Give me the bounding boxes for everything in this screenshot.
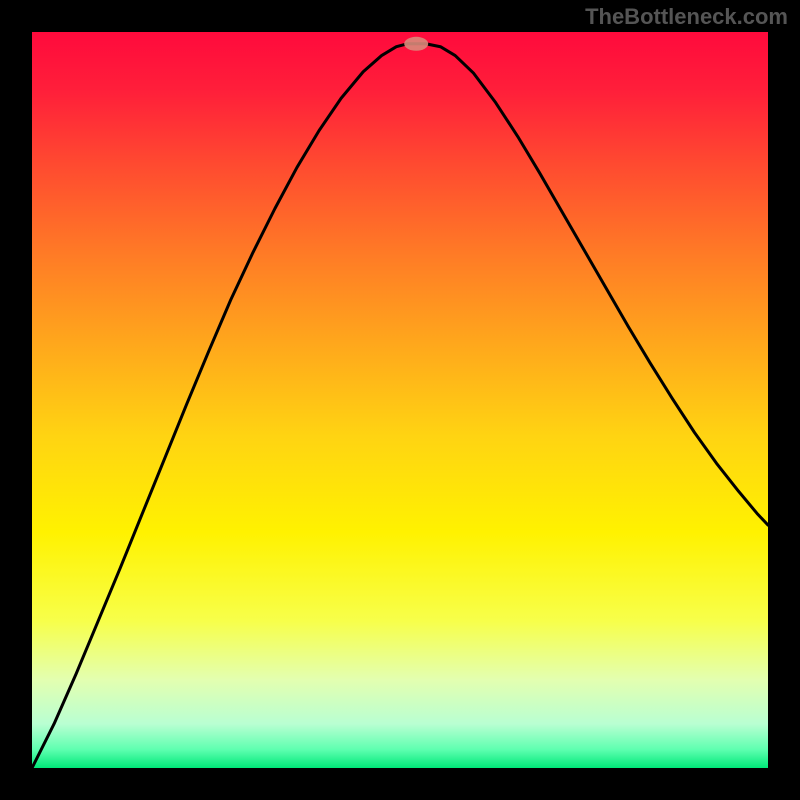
plot-area (32, 32, 768, 768)
chart-outer: TheBottleneck.com (0, 0, 800, 800)
plot-svg (32, 32, 768, 768)
watermark-text: TheBottleneck.com (585, 4, 788, 30)
optimum-marker (404, 37, 428, 51)
gradient-background (32, 32, 768, 768)
